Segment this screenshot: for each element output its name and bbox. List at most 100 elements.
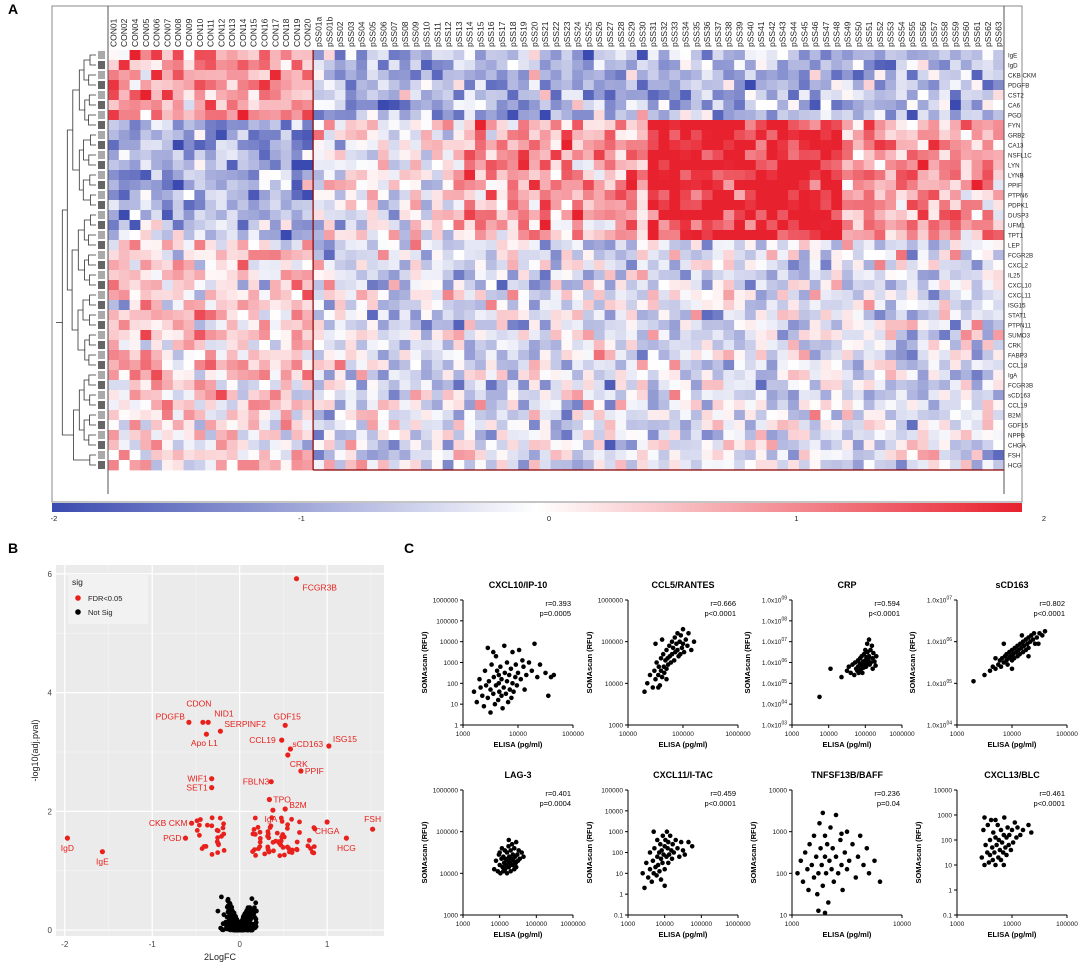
heatmap-cell [960, 140, 973, 151]
heatmap-cell [572, 140, 584, 151]
data-point [655, 854, 660, 859]
heatmap-cell [367, 50, 379, 61]
heatmap-cell [550, 120, 562, 131]
heatmap-cell [172, 370, 184, 381]
point-label: B2M [289, 800, 306, 810]
heatmap-cell [183, 410, 195, 421]
heatmap-row-label: PTPN11 [1008, 323, 1031, 330]
x-tick-label: 10000 [619, 731, 637, 738]
heatmap-cell [993, 160, 1005, 171]
heatmap-cell [421, 80, 433, 91]
heatmap-cell [939, 180, 951, 191]
heatmap-cell [690, 90, 703, 101]
heatmap-cell [259, 160, 271, 171]
heatmap-cell [345, 190, 357, 201]
heatmap-cell [788, 270, 800, 281]
heatmap-cell [960, 300, 973, 311]
heatmap-cell [788, 290, 800, 301]
dendrogram-branch [77, 309, 85, 351]
data-point [669, 651, 675, 657]
point-label: NID1 [214, 708, 234, 718]
heatmap-cell [831, 190, 843, 201]
data-point [981, 827, 986, 833]
heatmap-cell [928, 110, 940, 121]
heatmap-cell [712, 300, 724, 311]
heatmap-cell [658, 390, 670, 401]
heatmap-column-label: pSS03 [346, 21, 356, 47]
heatmap-cell [410, 250, 422, 261]
heatmap-cell [593, 180, 605, 191]
heatmap-cell [259, 380, 271, 391]
heatmap-cell [108, 50, 120, 61]
heatmap-cell [809, 310, 821, 321]
heatmap-cell [442, 210, 454, 221]
heatmap-cell [215, 50, 228, 61]
heatmap-cell [248, 60, 260, 71]
heatmap-cell [269, 260, 282, 271]
heatmap-cell [820, 420, 832, 431]
heatmap-cell [410, 220, 422, 231]
x-tick-label: 1000 [621, 921, 636, 928]
heatmap-cell [334, 400, 346, 411]
heatmap-cell [680, 220, 692, 231]
heatmap-cell [993, 60, 1005, 71]
heatmap-cell [874, 350, 886, 361]
heatmap-cell [237, 410, 249, 421]
heatmap-cell [507, 280, 519, 291]
heatmap-cell [852, 120, 865, 131]
heatmap-cell [744, 330, 757, 341]
scale-tick-label: -2 [51, 514, 58, 523]
heatmap-cell [377, 240, 390, 251]
data-point [647, 850, 653, 855]
heatmap-cell [356, 350, 368, 361]
data-point [494, 668, 500, 674]
heatmap-cell [852, 430, 865, 441]
heatmap-cell [410, 340, 422, 351]
heatmap-cell [896, 370, 908, 381]
heatmap-cell [885, 180, 897, 191]
heatmap-cell [744, 320, 757, 331]
data-point [504, 679, 510, 684]
heatmap-cell [205, 190, 217, 201]
heatmap-cell [215, 110, 228, 121]
heatmap-cell [863, 60, 875, 71]
heatmap-cell [248, 280, 260, 291]
heatmap-cell [960, 390, 973, 401]
y-tick-label: 100000 [436, 618, 458, 625]
heatmap-cell [539, 60, 552, 71]
heatmap-cell [917, 160, 929, 171]
heatmap-cell [971, 80, 983, 91]
heatmap-cell [982, 140, 994, 151]
heatmap-cell [280, 60, 292, 71]
heatmap-cell [680, 140, 692, 151]
heatmap-cell [906, 420, 919, 431]
heatmap-cell [215, 70, 228, 81]
heatmap-cell [604, 240, 616, 251]
heatmap-cell [572, 380, 584, 391]
heatmap-cell [906, 450, 919, 461]
heatmap-cell [140, 180, 152, 191]
heatmap-cell [388, 250, 400, 261]
heatmap-cell [680, 200, 692, 211]
heatmap-cell [377, 110, 390, 121]
heatmap-cell [690, 320, 703, 331]
sig-point [277, 853, 283, 859]
heatmap-cell [313, 380, 325, 391]
not-sig-point [232, 918, 238, 924]
heatmap-cell [960, 440, 973, 451]
heatmap-cell [334, 280, 346, 291]
heatmap-cell [291, 350, 303, 361]
heatmap-cell [269, 100, 282, 111]
heatmap-cell [777, 230, 789, 241]
heatmap-cell [388, 430, 400, 441]
heatmap-cell [755, 90, 767, 101]
heatmap-cell [561, 410, 573, 421]
heatmap-cell [582, 350, 595, 361]
data-point [1032, 641, 1038, 647]
heatmap-cell [237, 200, 249, 211]
heatmap-cell [129, 180, 141, 191]
heatmap-cell [755, 120, 767, 131]
heatmap-cell [410, 60, 422, 71]
data-point [642, 689, 647, 694]
heatmap-cell [863, 90, 875, 101]
